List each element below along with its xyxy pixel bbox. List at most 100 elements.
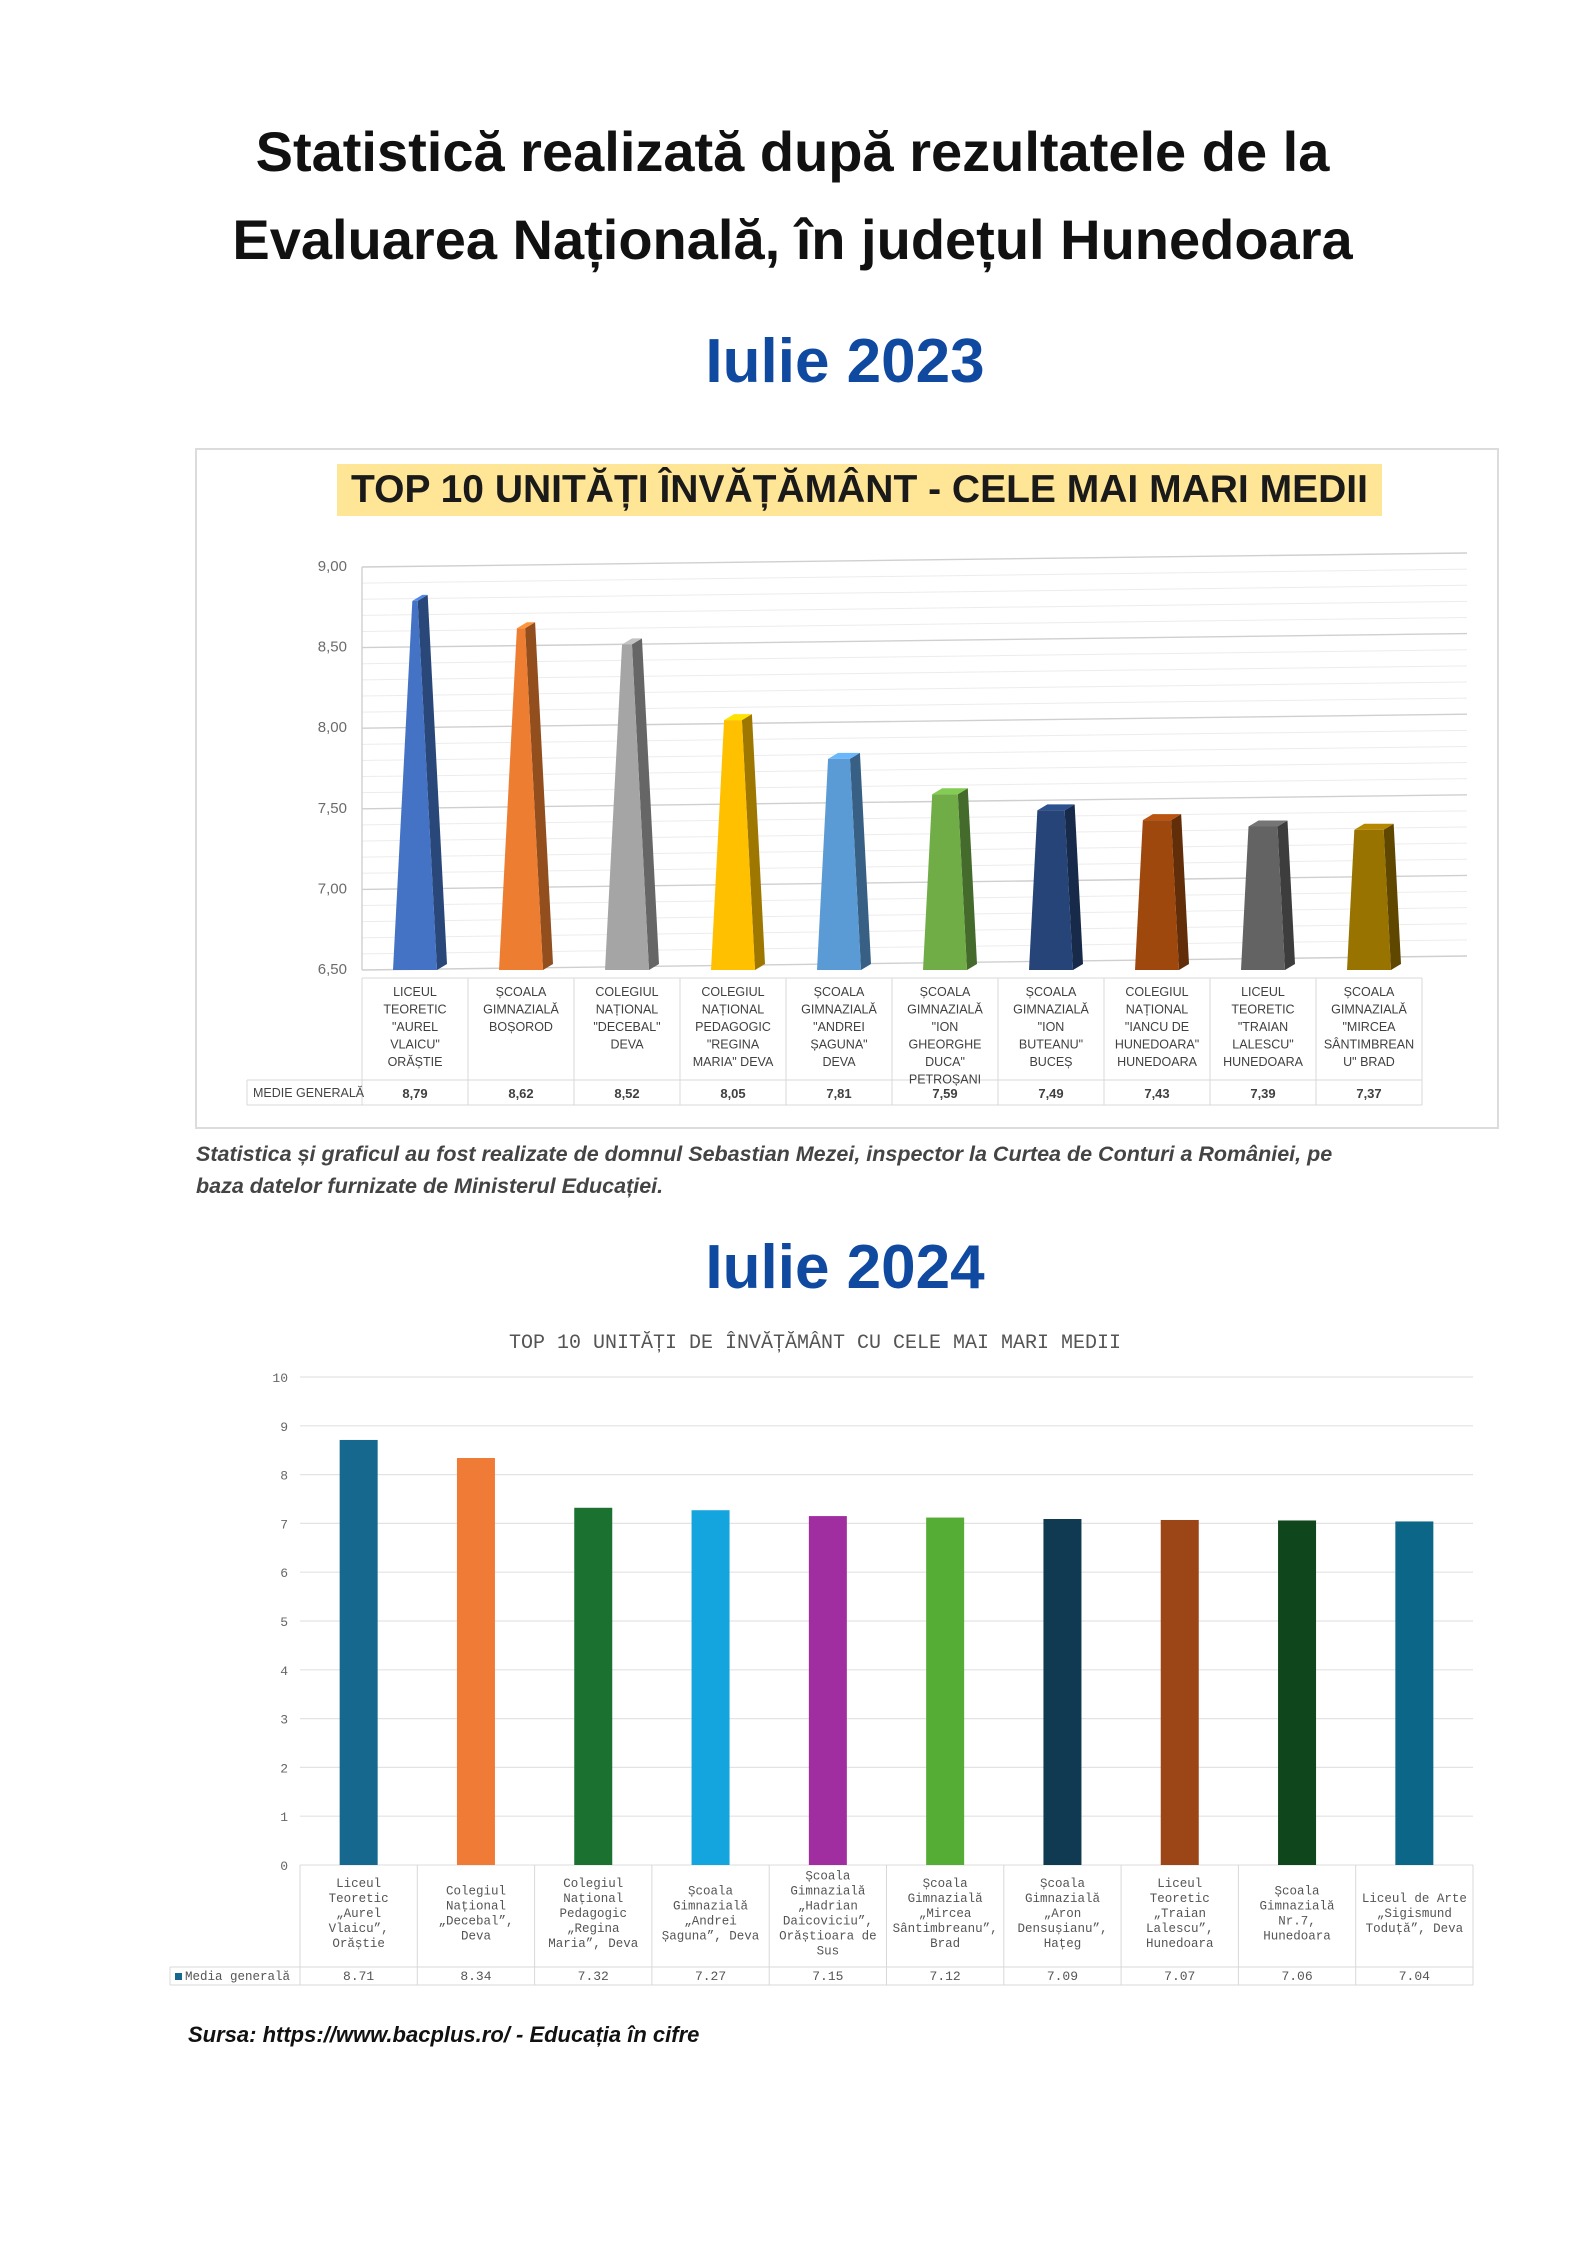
gridline [361, 584, 1468, 600]
category-label: „Traian [1153, 1907, 1206, 1921]
category-label: DUCA" [925, 1055, 965, 1069]
category-label: GIMNAZIALĂ [801, 1002, 877, 1017]
data-label: 7.12 [930, 1969, 961, 1984]
category-label: "IANCU DE [1125, 1020, 1189, 1034]
bar-top [1354, 823, 1394, 830]
category-label: „Hadrian [798, 1900, 858, 1914]
data-label: 8.71 [343, 1969, 374, 1984]
bar-side [957, 788, 977, 970]
category-label: TEORETIC [383, 1003, 446, 1017]
category-label: ȘCOALA [920, 985, 971, 999]
chart-2023-bar [1347, 823, 1401, 970]
bar-front [1347, 829, 1391, 970]
data-label: 8,79 [402, 1086, 427, 1101]
chart-2024-bar [926, 1517, 965, 1865]
category-label: „Regina [567, 1922, 620, 1936]
bar-side [741, 714, 765, 970]
y-tick-label: 1 [280, 1810, 288, 1825]
category-label: Șaguna”, Deva [662, 1930, 760, 1944]
data-label: 7,39 [1250, 1086, 1275, 1101]
gridline [361, 681, 1468, 697]
category-label: Teoretic [329, 1892, 389, 1906]
data-label: 7.27 [695, 1969, 726, 1984]
gridline [361, 616, 1468, 632]
category-label: HUNEDOARA [1117, 1055, 1198, 1069]
category-label: PETROȘANI [909, 1073, 981, 1087]
category-label: Național [446, 1900, 506, 1914]
chart-2023-bar [605, 638, 659, 970]
gridline [361, 778, 1468, 794]
category-label: Gimnazială [790, 1885, 866, 1899]
category-label: GIMNAZIALĂ [483, 1002, 559, 1017]
chart-2024-bar [339, 1439, 378, 1865]
data-label: 7.06 [1281, 1969, 1312, 1984]
category-label: Orăștie [332, 1937, 385, 1951]
bar-side [417, 594, 447, 970]
bar-front [817, 758, 861, 970]
category-label: HUNEDOARA" [1115, 1038, 1199, 1052]
y-tick-label: 7 [280, 1517, 288, 1532]
bar-top [1037, 804, 1075, 811]
category-label: Hunedoara [1263, 1930, 1331, 1944]
category-label: Colegiul [446, 1885, 506, 1899]
y-tick-label: 3 [280, 1713, 288, 1728]
category-label: ȘCOALA [1026, 985, 1077, 999]
data-label: 7.15 [812, 1969, 843, 1984]
category-label: Național [563, 1892, 623, 1906]
page-title-line-2: Evaluarea Națională, în județul Hunedoar… [232, 208, 1353, 271]
y-tick-label: 9,00 [318, 558, 347, 575]
y-tick-label: 10 [272, 1371, 288, 1386]
category-label: NAȚIONAL [1126, 1003, 1189, 1017]
bar-side [1277, 820, 1295, 970]
category-label: DEVA [610, 1038, 644, 1052]
data-label: 7,59 [932, 1086, 957, 1101]
bar-side [1171, 814, 1189, 970]
data-label: 7,43 [1144, 1086, 1169, 1101]
chart-2023-bar [1135, 814, 1189, 970]
gridline [361, 762, 1468, 778]
chart-2023-bar [499, 622, 553, 970]
data-label: 7.32 [578, 1969, 609, 1984]
category-label: „Mircea [919, 1907, 972, 1921]
bar-front [499, 628, 543, 970]
caption-line-2: baza datelor furnizate de Ministerul Edu… [196, 1174, 664, 1198]
table-row-label: MEDIE GENERALĂ [253, 1085, 365, 1100]
chart-2023-bar [393, 594, 447, 970]
legend-label: Media generală [185, 1970, 291, 1984]
category-label: TEORETIC [1231, 1003, 1294, 1017]
gridline [361, 745, 1468, 761]
y-tick-label: 4 [280, 1664, 288, 1679]
gridline [361, 552, 1468, 568]
category-label: Nr.7, [1278, 1915, 1316, 1929]
category-label: "MIRCEA [1342, 1020, 1396, 1034]
data-label: 8.34 [460, 1969, 491, 1984]
category-label: "ANDREI [813, 1020, 865, 1034]
bar-top [412, 594, 428, 601]
category-label: Maria”, Deva [548, 1937, 639, 1951]
chart-2024-bar [1160, 1519, 1199, 1865]
gridline [361, 665, 1468, 681]
category-label: Gimnazială [908, 1892, 984, 1906]
category-label: Hunedoara [1146, 1937, 1214, 1951]
category-label: Densușianu”, [1017, 1922, 1107, 1936]
category-label: LICEUL [1241, 985, 1285, 999]
category-label: COLEGIUL [1125, 985, 1188, 999]
chart-2024-bar [574, 1507, 613, 1865]
chart-2024-bar [808, 1516, 847, 1865]
bar-side [1383, 823, 1401, 970]
y-tick-label: 6 [280, 1566, 288, 1581]
bar-front [711, 720, 755, 970]
gridline [361, 713, 1468, 729]
category-label: NAȚIONAL [702, 1003, 765, 1017]
category-label: VLAICU" [390, 1038, 440, 1052]
category-label: Toduță”, Deva [1366, 1922, 1464, 1936]
category-label: Vlaicu”, [329, 1922, 389, 1936]
category-label: Lalescu”, [1146, 1922, 1214, 1936]
bar-front [1029, 810, 1073, 970]
bar-top [622, 638, 642, 645]
category-label: "REGINA [707, 1038, 760, 1052]
category-label: „Sigismund [1377, 1907, 1452, 1921]
data-label: 7.09 [1047, 1969, 1078, 1984]
category-label: ȘAGUNA" [810, 1038, 867, 1052]
data-label: 7,37 [1356, 1086, 1381, 1101]
